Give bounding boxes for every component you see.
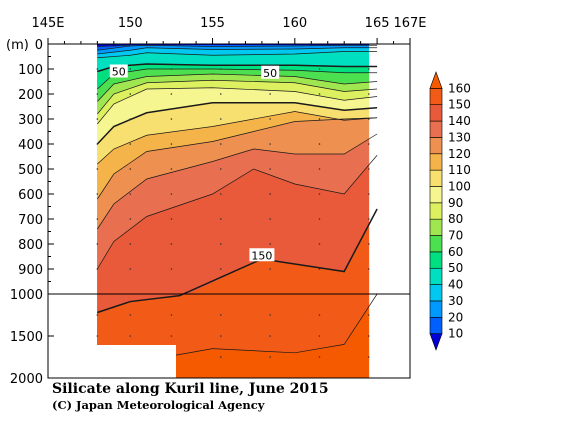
x-tick-label-160: 160 <box>282 16 307 31</box>
silicate-contour-lines <box>96 44 378 366</box>
contour-10 <box>97 44 131 47</box>
colorbar-label-100: 100 <box>448 179 471 193</box>
contour-label-0: 50 <box>112 66 126 79</box>
colorbar-label-60: 60 <box>448 245 463 259</box>
y-tick-label-100: 100 <box>18 63 43 78</box>
colorbar-swatch-4 <box>429 267 443 285</box>
y-tick-label-300: 300 <box>18 113 43 128</box>
contour-140 <box>97 155 378 270</box>
colorbar-swatch-6 <box>429 235 443 253</box>
colorbar-label-110: 110 <box>448 163 471 177</box>
colorbar-swatch-14 <box>429 104 443 122</box>
colorbar-swatch-7 <box>429 218 443 236</box>
contour-label-bg-0 <box>109 64 128 78</box>
contour-label-1: 50 <box>263 67 277 80</box>
colorbar-label-150: 150 <box>448 98 471 112</box>
colorbar-label-90: 90 <box>448 196 463 210</box>
contour-labels: 50 50 150 <box>109 64 280 262</box>
colorbar: 10 20 30 40 50 60 70 80 90 100 110 120 130 140 150 160 <box>429 71 471 351</box>
contour-20 <box>97 44 378 51</box>
y-tick-label-700: 700 <box>18 213 43 228</box>
colorbar-swatch-3 <box>429 284 443 302</box>
contour-110 <box>97 111 378 165</box>
colorbar-label-50: 50 <box>448 261 463 275</box>
contour-130 <box>97 133 378 230</box>
y-tick-label-800: 800 <box>18 238 43 253</box>
colorbar-swatch-8 <box>429 202 443 220</box>
y-tick-label-200: 200 <box>18 88 43 103</box>
y-tick-label-1000: 1000 <box>10 288 43 303</box>
colorbar-swatch-1 <box>429 316 443 334</box>
colorbar-swatch-10 <box>429 169 443 187</box>
contour-80 <box>97 79 378 115</box>
contour-label-bg-2 <box>249 248 275 262</box>
x-tick-label-165: 165 <box>365 16 390 31</box>
contour-label-2: 150 <box>251 249 272 262</box>
colorbar-label-120: 120 <box>448 147 471 161</box>
x-axis: 145E 150 155 160 165 167E <box>31 16 427 44</box>
station-10 <box>318 68 321 358</box>
contour-90 <box>97 87 378 125</box>
colorbar-swatch-11 <box>429 153 443 171</box>
colorbar-label-80: 80 <box>448 212 463 226</box>
y-tick-label-400: 400 <box>18 138 43 153</box>
x-tick-label-150: 150 <box>118 16 143 31</box>
section-plot: 50 50 150 <box>47 43 411 379</box>
y-tick-label-2000: 2000 <box>10 372 43 387</box>
station-0 <box>96 68 99 337</box>
contour-150 <box>97 208 378 314</box>
contour-70 <box>97 73 378 102</box>
station-6 <box>219 68 222 358</box>
colorbar-swatch-2 <box>429 300 443 318</box>
y-axis: (m) 0 100 200 300 400 500 600 700 800 900 1000 1500… <box>6 38 54 387</box>
contour-30 <box>97 47 378 55</box>
y-tick-label-1500: 1500 <box>10 330 43 345</box>
contour-120 <box>97 117 378 200</box>
y-tick-label-500: 500 <box>18 163 43 178</box>
colorbar-label-10: 10 <box>448 327 463 341</box>
x-tick-label-155: 155 <box>200 16 225 31</box>
station-12 <box>368 68 370 358</box>
x-tick-label-145: 145E <box>31 16 64 31</box>
credit-text: (C) Japan Meteorological Agency <box>52 398 265 412</box>
y-tick-label-600: 600 <box>18 188 43 203</box>
y-tick-label-900: 900 <box>18 263 43 278</box>
contour-100 <box>96 102 378 145</box>
colorbar-swatch-5 <box>429 251 443 269</box>
contour-label-bg-1 <box>261 65 280 79</box>
y-axis-unit-label: (m) <box>6 38 29 53</box>
colorbar-label-30: 30 <box>448 294 463 308</box>
colorbar-swatch-13 <box>429 120 443 138</box>
colorbar-swatch-15 <box>429 88 443 106</box>
colorbar-label-130: 130 <box>448 130 471 144</box>
y-tick-label-0: 0 <box>35 38 43 53</box>
no-data-mask <box>97 345 176 378</box>
contour-40 <box>97 51 378 59</box>
colorbar-swatch-16 <box>429 71 443 89</box>
station-2 <box>129 68 132 337</box>
colorbar-label-40: 40 <box>448 278 463 292</box>
colorbar-label-20: 20 <box>448 310 463 324</box>
colorbar-swatch-12 <box>429 137 443 155</box>
colorbar-label-70: 70 <box>448 229 463 243</box>
colorbar-label-140: 140 <box>448 114 471 128</box>
silicate-color-fill <box>97 44 370 378</box>
chart-title: Silicate along Kuril line, June 2015 <box>52 381 329 397</box>
x-tick-label-167: 167E <box>393 16 426 31</box>
colorbar-swatch-9 <box>429 186 443 204</box>
colorbar-label-160: 160 <box>448 81 471 95</box>
colorbar-swatch-0 <box>429 333 443 351</box>
